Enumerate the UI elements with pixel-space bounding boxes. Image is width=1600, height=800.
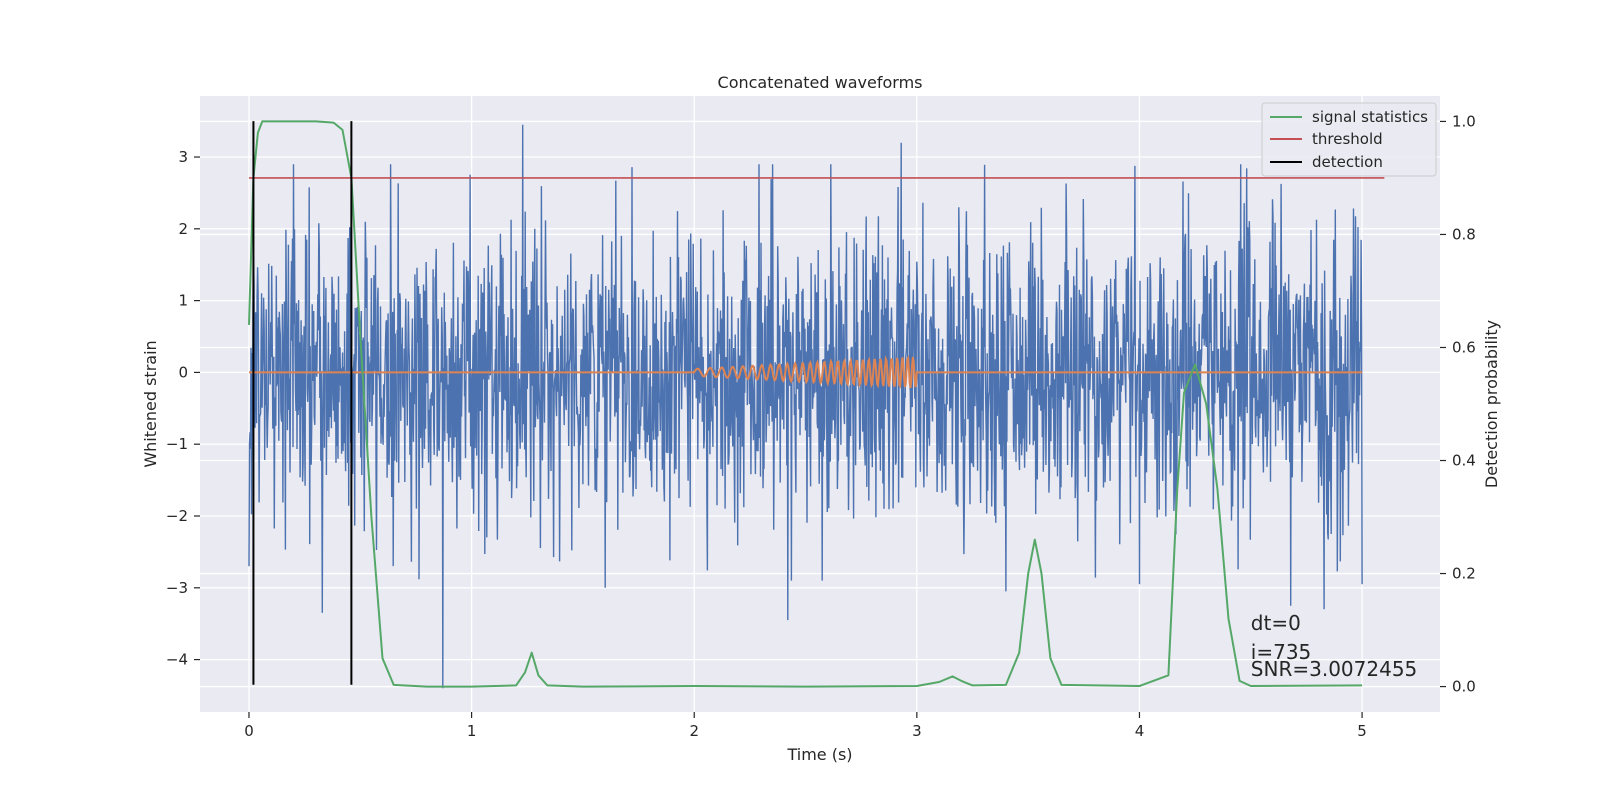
y2-tick-label-2: 0.4 (1452, 452, 1476, 470)
annotation-index: i=735 (1251, 640, 1312, 664)
injection-line (249, 355, 1363, 389)
legend-box (1261, 102, 1437, 177)
y-tick-label-3: −1 (166, 435, 188, 453)
annotations: dt=0 i=735 SNR=3.0072455 (1251, 611, 1417, 681)
y-tick-label-0: −4 (166, 651, 188, 669)
y2-tick-label-3: 0.6 (1452, 338, 1476, 356)
y-tick-label-2: −2 (166, 507, 188, 525)
legend-label-signal-statistics: signal statistics (1312, 108, 1428, 126)
legend-label-detection: detection (1312, 153, 1383, 171)
legend-label-threshold: threshold (1312, 130, 1383, 148)
x-tick-label-3: 3 (912, 722, 922, 740)
annotation-dt: dt=0 (1251, 611, 1301, 635)
y-tick-label-4: 0 (178, 363, 188, 381)
y-tick-label-1: −3 (166, 579, 188, 597)
y2-tick-label-4: 0.8 (1452, 225, 1476, 243)
y2-axis-label: Detection probability (1482, 320, 1501, 488)
y2-tick-label-1: 0.2 (1452, 565, 1476, 583)
y-tick-label-5: 1 (178, 292, 188, 310)
signal-statistics-line (248, 120, 1363, 688)
legend: signal statistics threshold detection (1261, 102, 1437, 177)
x-tick-label-1: 1 (467, 722, 477, 740)
x-tick-label-5: 5 (1357, 722, 1367, 740)
y2-tick-label-0: 0.0 (1452, 678, 1476, 696)
noise-series (248, 124, 1363, 689)
x-tick-label-0: 0 (244, 722, 254, 740)
noise-line (248, 124, 1363, 689)
signal-statistics-series (248, 120, 1363, 688)
y-tick-label-7: 3 (178, 148, 188, 166)
injection-series (249, 355, 1363, 389)
x-tick-label-2: 2 (689, 722, 699, 740)
y2-tick-label-5: 1.0 (1452, 112, 1476, 130)
y-axis-label: Whitened strain (141, 340, 160, 467)
x-axis-label: Time (s) (786, 745, 852, 764)
detection-series (252, 121, 353, 685)
axes: 0 1 2 3 4 5 −4 −3 −2 −1 0 1 2 3 0.0 0.2 0.4 0.6 0.8 1.0 (166, 112, 1476, 740)
x-tick-label-4: 4 (1135, 722, 1145, 740)
y-tick-label-6: 2 (178, 220, 188, 238)
chart-title: Concatenated waveforms (718, 73, 923, 92)
annotation-snr: SNR=3.0072455 (1251, 657, 1417, 681)
